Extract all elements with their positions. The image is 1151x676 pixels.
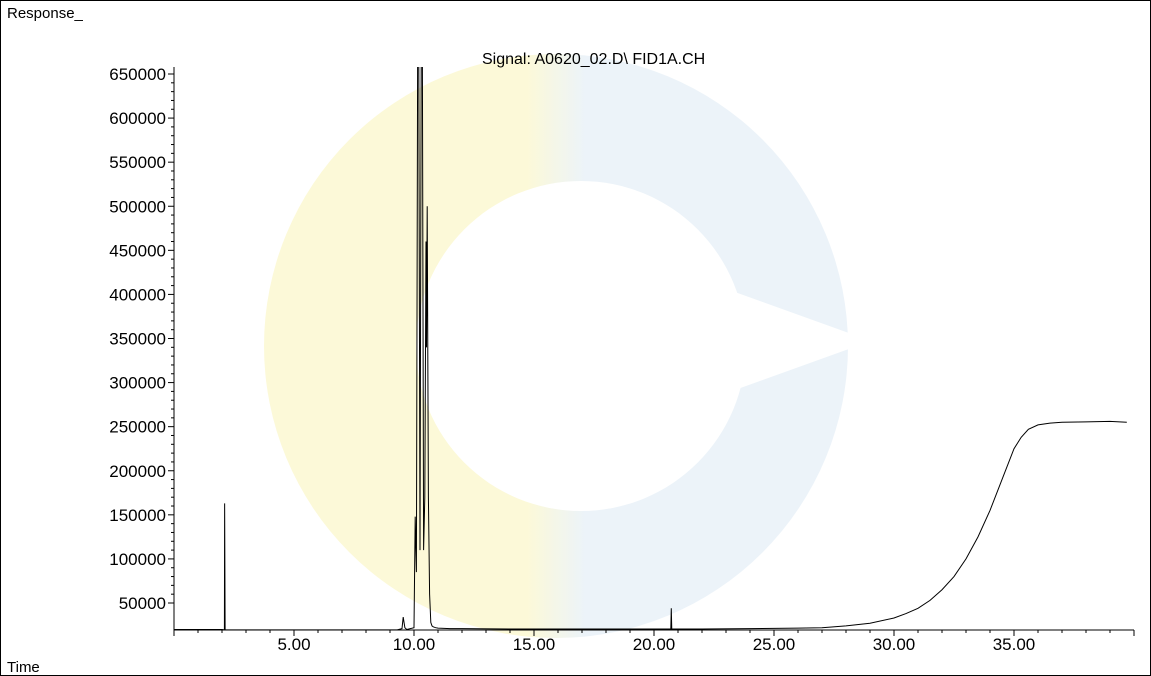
watermark-logo: [264, 54, 871, 638]
series-line: [174, 67, 1127, 630]
y-tick-label: 500000: [109, 197, 166, 216]
y-tick-label: 250000: [109, 418, 166, 437]
chart-title: Signal: A0620_02.D\ FID1A.CH: [482, 51, 705, 68]
y-tick-label: 300000: [109, 374, 166, 393]
y-ticks: 50000 100000 150000 200000 250000 300000 35000…: [109, 65, 174, 613]
x-tick-label: 20.00: [633, 635, 676, 654]
x-tick-label: 25.00: [753, 635, 796, 654]
x-tick-label: 30.00: [873, 635, 916, 654]
y-tick-label: 400000: [109, 285, 166, 304]
x-tick-label: 15.00: [513, 635, 556, 654]
y-tick-label: 200000: [109, 462, 166, 481]
x-axis-title: Time: [7, 659, 40, 676]
x-tick-label: 5.00: [277, 635, 310, 654]
y-tick-label: 450000: [109, 241, 166, 260]
watermark-wedge: [561, 251, 871, 431]
x-tick-label: 35.00: [993, 635, 1036, 654]
y-axis-title: Response_: [7, 5, 84, 22]
y-tick-label: 50000: [119, 594, 166, 613]
x-ticks: 5.00 10.00 15.00 20.00 25.00 30.00 35.00: [173, 630, 1135, 654]
y-tick-label: 600000: [109, 109, 166, 128]
y-tick-label: 100000: [109, 550, 166, 569]
y-tick-label: 550000: [109, 153, 166, 172]
x-tick-label: 10.00: [393, 635, 436, 654]
series-layer: [174, 67, 1127, 630]
y-tick-label: 150000: [109, 506, 166, 525]
y-tick-label: 650000: [109, 65, 166, 84]
y-tick-label: 350000: [109, 330, 166, 349]
